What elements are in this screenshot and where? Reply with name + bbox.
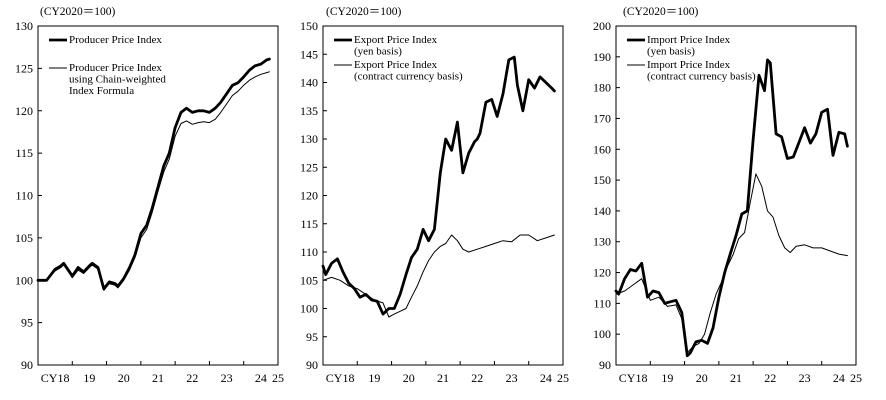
x-tick-label: 20 [118,371,130,385]
x-tick-label: 23 [799,371,811,385]
x-tick-label: 19 [83,371,95,385]
y-tick-label: 110 [300,245,318,259]
unit-label: (CY2020＝100) [326,6,402,18]
x-tick-label: 24 [540,371,552,385]
legend-label-1: (yen basis) [647,46,695,58]
unit-label: (CY2020＝100) [40,6,116,18]
legend-label-2: (contract currency basis) [647,71,756,83]
y-tick-label: 130 [593,235,611,249]
series-line-2 [37,71,270,291]
y-tick-label: 200 [593,19,611,33]
x-tick-label: 24 [833,371,845,385]
y-tick-label: 120 [593,266,611,280]
legend-label-2: Export Price Index [354,59,438,71]
x-tick-label: 24 [255,371,267,385]
y-tick-label: 95 [21,316,33,330]
y-tick-label: 115 [15,146,33,160]
series-line-2 [322,234,555,318]
plot-frame [615,25,857,366]
chart-panel-1: 90 95 100 105 110 115 120 125 130 CY18 19 20 21 22 23 2… [15,6,284,385]
y-tick-label: 100 [15,273,33,287]
x-tick-label: 20 [696,371,708,385]
series-line-1 [614,58,849,358]
y-tick-label: 115 [300,217,318,231]
y-tick-label: 100 [593,327,611,341]
series-line-1 [36,57,271,291]
y-tick-label: 140 [593,204,611,218]
y-tick-label: 125 [300,160,318,174]
chart-panel-3: 90 100 110 120 130 140 150 160 170 180 190 200 CY18 1… [593,6,862,385]
x-tick-label: 23 [506,371,518,385]
x-tick-label: 19 [661,371,673,385]
y-tick-label: 150 [593,173,611,187]
legend-label-1: Import Price Index [647,34,731,46]
x-tick-label: 25 [557,371,569,385]
legend-label-2: Producer Price Index [69,62,162,74]
y-tick-label: 90 [599,358,611,372]
x-tick-label: CY18 [326,371,355,385]
y-tick-label: 110 [593,296,611,310]
x-tick-label: 22 [471,371,483,385]
chart-panel-2: 90 95 100 105 110 115 120 125 130 135 140 145 150 CY1… [300,6,569,385]
y-tick-label: 145 [300,47,318,61]
y-tick-label: 90 [306,358,318,372]
y-tick-label: 190 [593,50,611,64]
series-line-1 [321,55,556,316]
y-tick-label: 130 [300,132,318,146]
y-tick-label: 90 [21,358,33,372]
series-line-2 [615,173,848,354]
x-tick-label: 22 [186,371,198,385]
y-tick-label: 160 [593,142,611,156]
x-tick-label: 25 [850,371,862,385]
x-tick-label: 25 [272,371,284,385]
unit-label: (CY2020＝100) [623,6,699,18]
legend-label-2: Import Price Index [647,59,731,71]
y-tick-label: 125 [15,61,33,75]
x-tick-label: 22 [764,371,776,385]
legend-label-1: (yen basis) [354,46,402,58]
legend-label-1: Export Price Index [354,34,438,46]
legend-label-2: Index Formula [69,85,134,97]
x-tick-label: 21 [730,371,742,385]
x-tick-label: 19 [368,371,380,385]
legend-label-2: using Chain-weighted [69,74,166,86]
x-tick-label: CY18 [619,371,648,385]
y-tick-label: 150 [300,19,318,33]
y-tick-label: 140 [300,76,318,90]
x-tick-label: CY18 [41,371,70,385]
y-tick-label: 120 [300,189,318,203]
y-tick-label: 95 [306,330,318,344]
y-tick-label: 110 [15,189,33,203]
legend-label-2: (contract currency basis) [354,71,463,83]
x-tick-label: 23 [221,371,233,385]
y-tick-label: 180 [593,81,611,95]
x-tick-label: 21 [437,371,449,385]
x-tick-label: 20 [403,371,415,385]
y-tick-label: 130 [15,19,33,33]
y-tick-label: 100 [300,302,318,316]
y-tick-label: 120 [15,104,33,118]
y-tick-label: 105 [300,273,318,287]
x-tick-label: 21 [152,371,164,385]
y-tick-label: 170 [593,111,611,125]
legend-label-1: Producer Price Index [69,34,162,46]
y-tick-label: 105 [15,231,33,245]
y-tick-label: 135 [300,104,318,118]
